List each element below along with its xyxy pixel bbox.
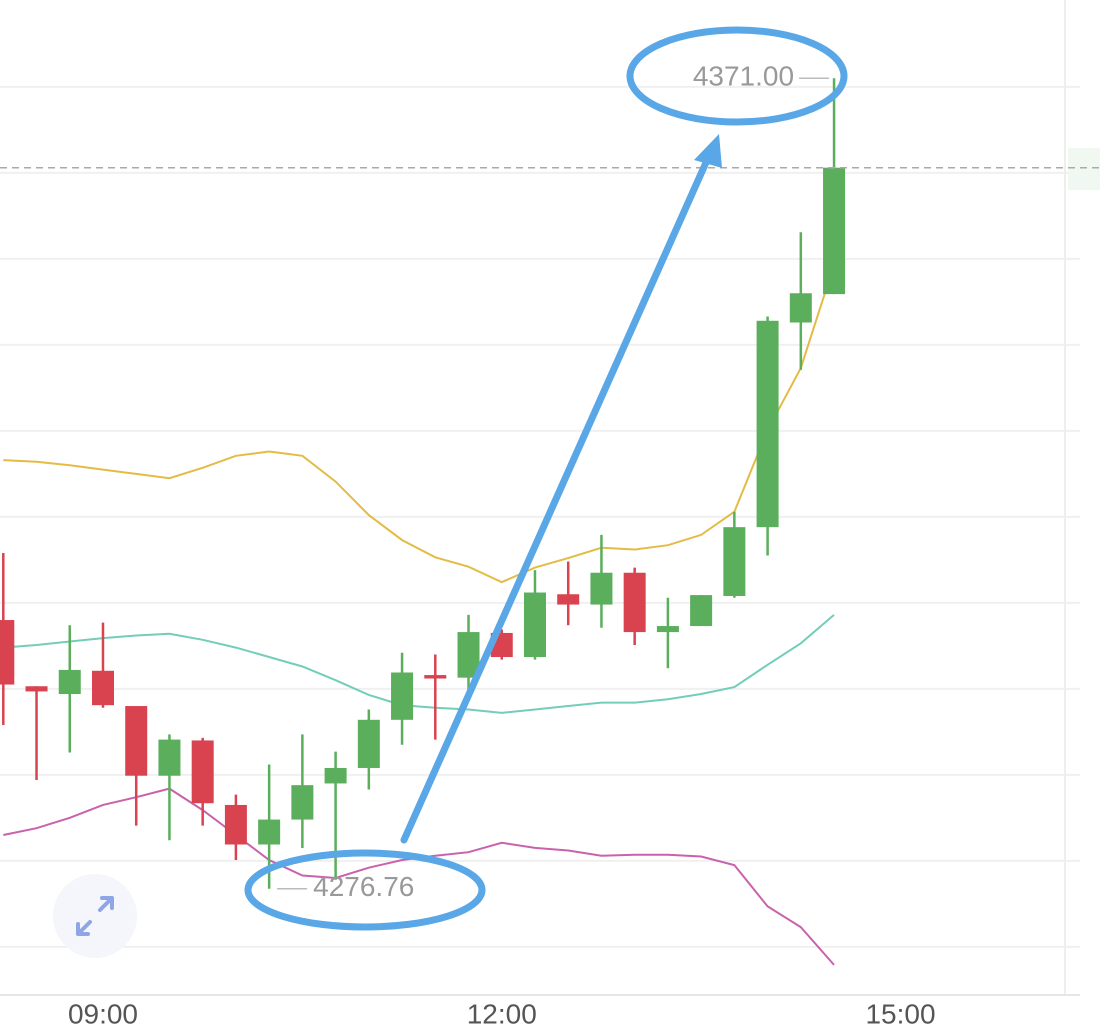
expand-icon[interactable] [76,896,114,936]
plot: 4371.00 4276.76 [0,61,1100,966]
candle-body [125,706,148,776]
candle-body [690,595,713,627]
candle-body [623,572,646,633]
candle-body [191,740,214,804]
candle-body [158,739,181,776]
candle-body [324,767,347,784]
candle-body [789,293,812,323]
candle-body [391,672,414,720]
candle-body [0,620,15,685]
expand-bg[interactable] [53,874,137,958]
band-line [3,264,835,584]
candle-body [756,320,779,528]
annotations [244,26,848,931]
candle-body [224,804,247,845]
candle-body [424,675,447,679]
candle-body [823,167,846,295]
circle-high [626,26,848,126]
low-label: 4276.76 [313,871,414,902]
high-label: 4371.00 [693,61,794,92]
candle-body [523,592,546,658]
candle-body [25,686,48,692]
arrow-line [400,154,712,844]
candle-body [291,785,314,820]
x-tick-label: 09:00 [68,998,138,1029]
candle-body [91,670,114,706]
x-tick-label: 15:00 [865,998,935,1029]
candle-body [557,594,580,605]
price-tag [1068,148,1100,190]
candle-body [656,626,679,633]
candle-body [590,572,613,605]
expand-button[interactable] [53,874,137,958]
x-tick-label: 12:00 [467,998,537,1029]
candle-body [58,669,81,695]
band-line [3,614,835,714]
circle-low [244,849,486,931]
arrow-head [694,134,722,168]
candle-body [723,527,746,596]
candle-body [357,719,380,768]
candle-body [258,819,281,845]
candle-body [457,632,480,678]
